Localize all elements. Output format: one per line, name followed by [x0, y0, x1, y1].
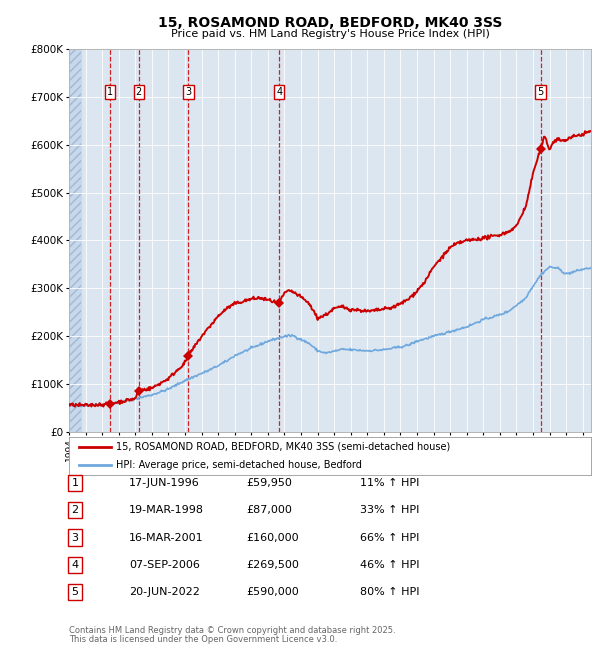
Text: Price paid vs. HM Land Registry's House Price Index (HPI): Price paid vs. HM Land Registry's House …: [170, 29, 490, 39]
Text: 20-JUN-2022: 20-JUN-2022: [129, 587, 200, 597]
Text: 15, ROSAMOND ROAD, BEDFORD, MK40 3SS (semi-detached house): 15, ROSAMOND ROAD, BEDFORD, MK40 3SS (se…: [116, 442, 450, 452]
Text: 11% ↑ HPI: 11% ↑ HPI: [360, 478, 419, 488]
Text: 2: 2: [71, 505, 79, 515]
Text: 1: 1: [71, 478, 79, 488]
Text: 19-MAR-1998: 19-MAR-1998: [129, 505, 204, 515]
Text: 07-SEP-2006: 07-SEP-2006: [129, 560, 200, 570]
Text: 16-MAR-2001: 16-MAR-2001: [129, 532, 203, 543]
Text: Contains HM Land Registry data © Crown copyright and database right 2025.: Contains HM Land Registry data © Crown c…: [69, 626, 395, 635]
Text: £160,000: £160,000: [246, 532, 299, 543]
Bar: [69, 49, 82, 432]
Text: 5: 5: [538, 87, 544, 97]
Text: £590,000: £590,000: [246, 587, 299, 597]
Bar: [69, 49, 82, 432]
Text: 66% ↑ HPI: 66% ↑ HPI: [360, 532, 419, 543]
Text: 2: 2: [136, 87, 142, 97]
Text: 80% ↑ HPI: 80% ↑ HPI: [360, 587, 419, 597]
Text: 4: 4: [71, 560, 79, 570]
Text: £59,950: £59,950: [246, 478, 292, 488]
Text: £269,500: £269,500: [246, 560, 299, 570]
Text: HPI: Average price, semi-detached house, Bedford: HPI: Average price, semi-detached house,…: [116, 460, 362, 470]
Text: 3: 3: [71, 532, 79, 543]
Text: £87,000: £87,000: [246, 505, 292, 515]
Text: 15, ROSAMOND ROAD, BEDFORD, MK40 3SS: 15, ROSAMOND ROAD, BEDFORD, MK40 3SS: [158, 16, 502, 31]
Text: 4: 4: [276, 87, 282, 97]
Text: This data is licensed under the Open Government Licence v3.0.: This data is licensed under the Open Gov…: [69, 635, 337, 644]
Text: 46% ↑ HPI: 46% ↑ HPI: [360, 560, 419, 570]
Text: 17-JUN-1996: 17-JUN-1996: [129, 478, 200, 488]
Text: 3: 3: [185, 87, 191, 97]
Text: 33% ↑ HPI: 33% ↑ HPI: [360, 505, 419, 515]
Text: 5: 5: [71, 587, 79, 597]
Text: 1: 1: [107, 87, 113, 97]
